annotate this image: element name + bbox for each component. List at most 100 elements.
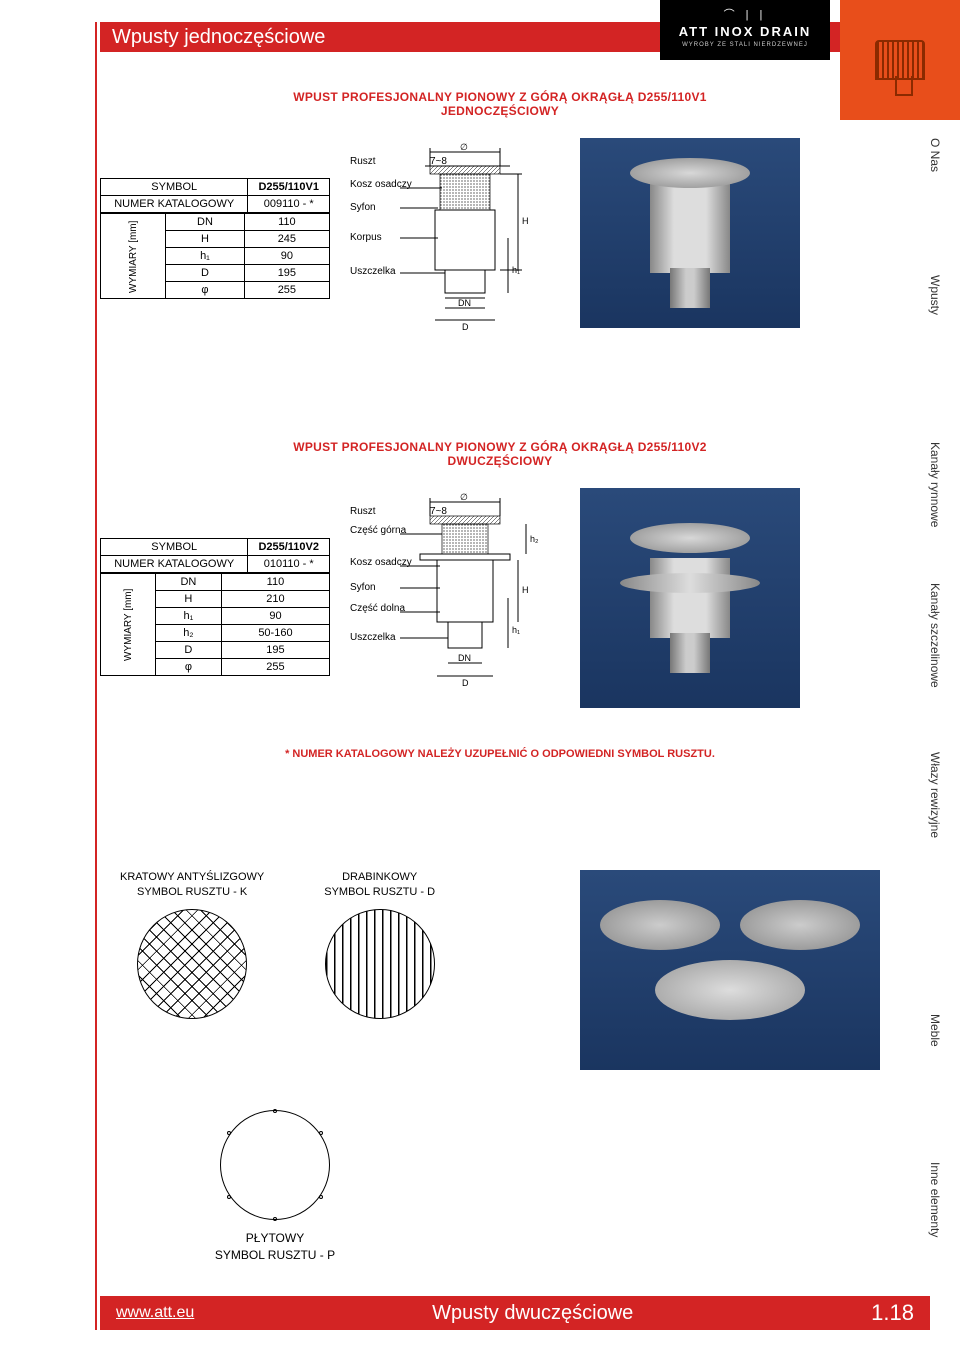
side-tab-label: Kanały szczelinowe — [928, 575, 942, 696]
svg-text:h₁: h₁ — [512, 625, 520, 635]
svg-text:DN: DN — [458, 298, 471, 308]
p2-lbl-dolna: Część dolna — [350, 604, 405, 614]
logo-mark: ⌒ | | — [660, 6, 830, 22]
product1-photo — [580, 138, 800, 328]
p2-r2k: h₁ — [155, 608, 221, 625]
svg-text:D: D — [462, 322, 469, 332]
p2-symbol-val: D255/110V2 — [248, 539, 330, 556]
logo: ⌒ | | ATT INOX DRAIN WYROBY ZE STALI NIE… — [660, 0, 830, 60]
grate-p-icon — [220, 1110, 330, 1220]
header-bar: Wpusty jednoczęściowe — [100, 22, 960, 52]
p1-r4v: 255 — [244, 282, 329, 299]
product2-title2: DWUCZĘŚCIOWY — [100, 454, 900, 468]
p1-dims-hdr: WYMIARY [mm] — [101, 214, 166, 299]
p2-lbl-uszczelka: Uszczelka — [350, 632, 396, 643]
side-tab-label: Meble — [928, 1006, 942, 1055]
p1-catno-hdr: NUMER KATALOGOWY — [101, 196, 248, 213]
p1-r4k: φ — [166, 282, 245, 299]
logo-brand: ATT INOX DRAIN — [660, 24, 830, 39]
side-tab-label: Włazy rewizyjne — [928, 744, 942, 846]
p1-r1k: H — [166, 231, 245, 248]
p1-r2k: h₁ — [166, 248, 245, 265]
drain-icon — [875, 40, 925, 80]
p1-catno-val: 009110 - * — [248, 196, 330, 213]
product2-dims: WYMIARY [mm] DN 110 H210 h₁90 h₂50-160 D… — [100, 573, 330, 676]
p2-lbl-syfon: Syfon — [350, 582, 376, 593]
p1-r1v: 245 — [244, 231, 329, 248]
grate-photo — [580, 870, 880, 1070]
svg-text:H: H — [522, 585, 529, 595]
p1-r2v: 90 — [244, 248, 329, 265]
product2-photo — [580, 488, 800, 708]
side-tab[interactable]: Meble — [910, 990, 960, 1070]
p1-r3k: D — [166, 265, 245, 282]
grate-k-title: KRATOWY ANTYŚLIZGOWY — [120, 870, 264, 885]
footer-url[interactable]: www.att.eu — [116, 1304, 194, 1322]
p1-symbol-val: D255/110V1 — [248, 179, 330, 196]
grate-k-sub: SYMBOL RUSZTU - K — [120, 885, 264, 900]
product-section-2: WPUST PROFESJONALNY PIONOWY Z GÓRĄ OKRĄG… — [100, 440, 900, 760]
product1-title1: WPUST PROFESJONALNY PIONOWY Z GÓRĄ OKRĄG… — [100, 90, 900, 104]
footer-section: Wpusty dwuczęściowe — [432, 1302, 633, 1325]
left-red-rule — [95, 22, 97, 1330]
catalog-footnote: * NUMER KATALOGOWY NALEŻY UZUPEŁNIĆ O OD… — [100, 748, 900, 760]
p1-lbl-ruszt: Ruszt — [350, 156, 376, 167]
product2-table: SYMBOL D255/110V2 NUMER KATALOGOWY 01011… — [100, 538, 330, 573]
side-tab-label: O Nas — [928, 130, 942, 180]
p2-lbl-kosz: Kosz osadczy — [350, 558, 412, 568]
grate-p-sub: SYMBOL RUSZTU - P — [210, 1247, 340, 1264]
side-tab[interactable]: Wpusty — [910, 240, 960, 350]
p1-lbl-uszczelka: Uszczelka — [350, 266, 396, 277]
product2-diagram: ∅ h₂ H h₁ DN — [350, 488, 560, 718]
grate-k-icon — [137, 909, 247, 1019]
p2-r1v: 210 — [221, 591, 329, 608]
product1-dims: WYMIARY [mm] DN 110 H245 h₁90 D195 φ255 — [100, 213, 330, 299]
p2-dims-hdr: WYMIARY [mm] — [101, 574, 156, 676]
p1-lbl-range: 7~8 — [430, 156, 447, 167]
p2-r2v: 90 — [221, 608, 329, 625]
product1-table: SYMBOL D255/110V1 NUMER KATALOGOWY 00911… — [100, 178, 330, 213]
side-tab[interactable]: Inne elementy — [910, 1150, 960, 1250]
footer-page: 1.18 — [871, 1300, 914, 1326]
side-tab[interactable]: O Nas — [910, 120, 960, 190]
side-tab-label: Wpusty — [928, 267, 942, 323]
product1-spec: SYMBOL D255/110V1 NUMER KATALOGOWY 00911… — [100, 178, 330, 299]
p2-symbol-hdr: SYMBOL — [101, 539, 248, 556]
p2-lbl-gorna: Część górna — [350, 526, 406, 536]
svg-text:D: D — [462, 678, 469, 688]
svg-text:H: H — [522, 216, 529, 226]
grate-section: KRATOWY ANTYŚLIZGOWY SYMBOL RUSZTU - K D… — [120, 870, 880, 1272]
product1-title2: JEDNOCZĘŚCIOWY — [100, 104, 900, 118]
p2-r4v: 195 — [221, 642, 329, 659]
p2-r5k: φ — [155, 659, 221, 676]
grate-d-sub: SYMBOL RUSZTU - D — [324, 885, 435, 900]
p1-r0k: DN — [166, 214, 245, 231]
footer-bar: www.att.eu Wpusty dwuczęściowe 1.18 — [100, 1296, 930, 1330]
svg-text:h₁: h₁ — [512, 265, 520, 275]
p2-lbl-ruszt: Ruszt — [350, 506, 376, 517]
svg-text:∅: ∅ — [460, 492, 468, 502]
side-tab[interactable]: Kanały rynnowe — [910, 430, 960, 540]
p1-r3v: 195 — [244, 265, 329, 282]
grate-d-icon — [325, 909, 435, 1019]
side-tab-label: Inne elementy — [928, 1154, 942, 1245]
grate-p: PŁYTOWY SYMBOL RUSZTU - P — [210, 1110, 340, 1264]
p2-r4k: D — [155, 642, 221, 659]
grate-d-title: DRABINKOWY — [324, 870, 435, 885]
side-tab[interactable]: Włazy rewizyjne — [910, 740, 960, 850]
side-tab[interactable]: Kanały szczelinowe — [910, 570, 960, 700]
product2-spec: SYMBOL D255/110V2 NUMER KATALOGOWY 01011… — [100, 538, 330, 676]
p2-r3k: h₂ — [155, 625, 221, 642]
page-title: Wpusty jednoczęściowe — [100, 26, 325, 49]
p2-r0k: DN — [155, 574, 221, 591]
p2-catno-val: 010110 - * — [248, 556, 330, 573]
p2-r5v: 255 — [221, 659, 329, 676]
svg-text:h₂: h₂ — [530, 534, 539, 544]
p1-lbl-kosz: Kosz osadczy — [350, 180, 412, 190]
p1-lbl-korpus: Korpus — [350, 232, 382, 243]
p2-r3v: 50-160 — [221, 625, 329, 642]
p2-r0v: 110 — [221, 574, 329, 591]
p2-catno-hdr: NUMER KATALOGOWY — [101, 556, 248, 573]
p2-r1k: H — [155, 591, 221, 608]
product1-diagram: ∅ H h₁ DN — [350, 138, 560, 328]
